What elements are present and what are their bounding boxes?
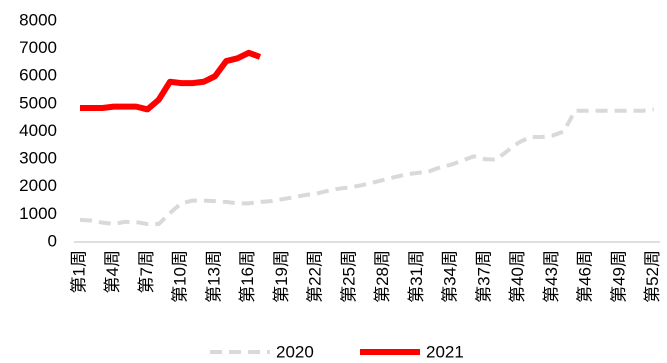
y-tick-label: 0 <box>48 231 57 250</box>
legend-label: 2021 <box>426 342 464 361</box>
x-tick-label: 第4周 <box>103 250 122 293</box>
y-tick-label: 6000 <box>19 66 57 85</box>
y-tick-label: 4000 <box>19 121 57 140</box>
y-tick-label: 2000 <box>19 176 57 195</box>
y-tick-label: 7000 <box>19 38 57 57</box>
x-tick-label: 第31周 <box>407 250 426 303</box>
y-tick-label: 3000 <box>19 149 57 168</box>
x-tick-label: 第49周 <box>609 250 628 303</box>
x-tick-label: 第10周 <box>171 250 190 303</box>
y-tick-label: 5000 <box>19 93 57 112</box>
series-line <box>79 107 654 227</box>
x-tick-label: 第37周 <box>474 250 493 303</box>
x-tick-label: 第40周 <box>508 250 527 303</box>
x-tick-label: 第19周 <box>272 250 291 303</box>
x-tick-label: 第28周 <box>373 250 392 303</box>
y-tick-label: 8000 <box>19 10 57 29</box>
x-tick-label: 第7周 <box>137 250 156 293</box>
y-tick-label: 1000 <box>19 204 57 223</box>
legend-label: 2020 <box>276 342 314 361</box>
x-tick-label: 第46周 <box>576 250 595 303</box>
x-tick-label: 第34周 <box>441 250 460 303</box>
x-tick-label: 第22周 <box>306 250 325 303</box>
x-tick-label: 第1周 <box>69 250 88 293</box>
x-tick-label: 第25周 <box>339 250 358 303</box>
x-tick-label: 第43周 <box>542 250 561 303</box>
x-tick-label: 第52周 <box>643 250 662 303</box>
x-tick-label: 第13周 <box>204 250 223 303</box>
series-line <box>80 49 262 113</box>
x-tick-label: 第16周 <box>238 250 257 303</box>
